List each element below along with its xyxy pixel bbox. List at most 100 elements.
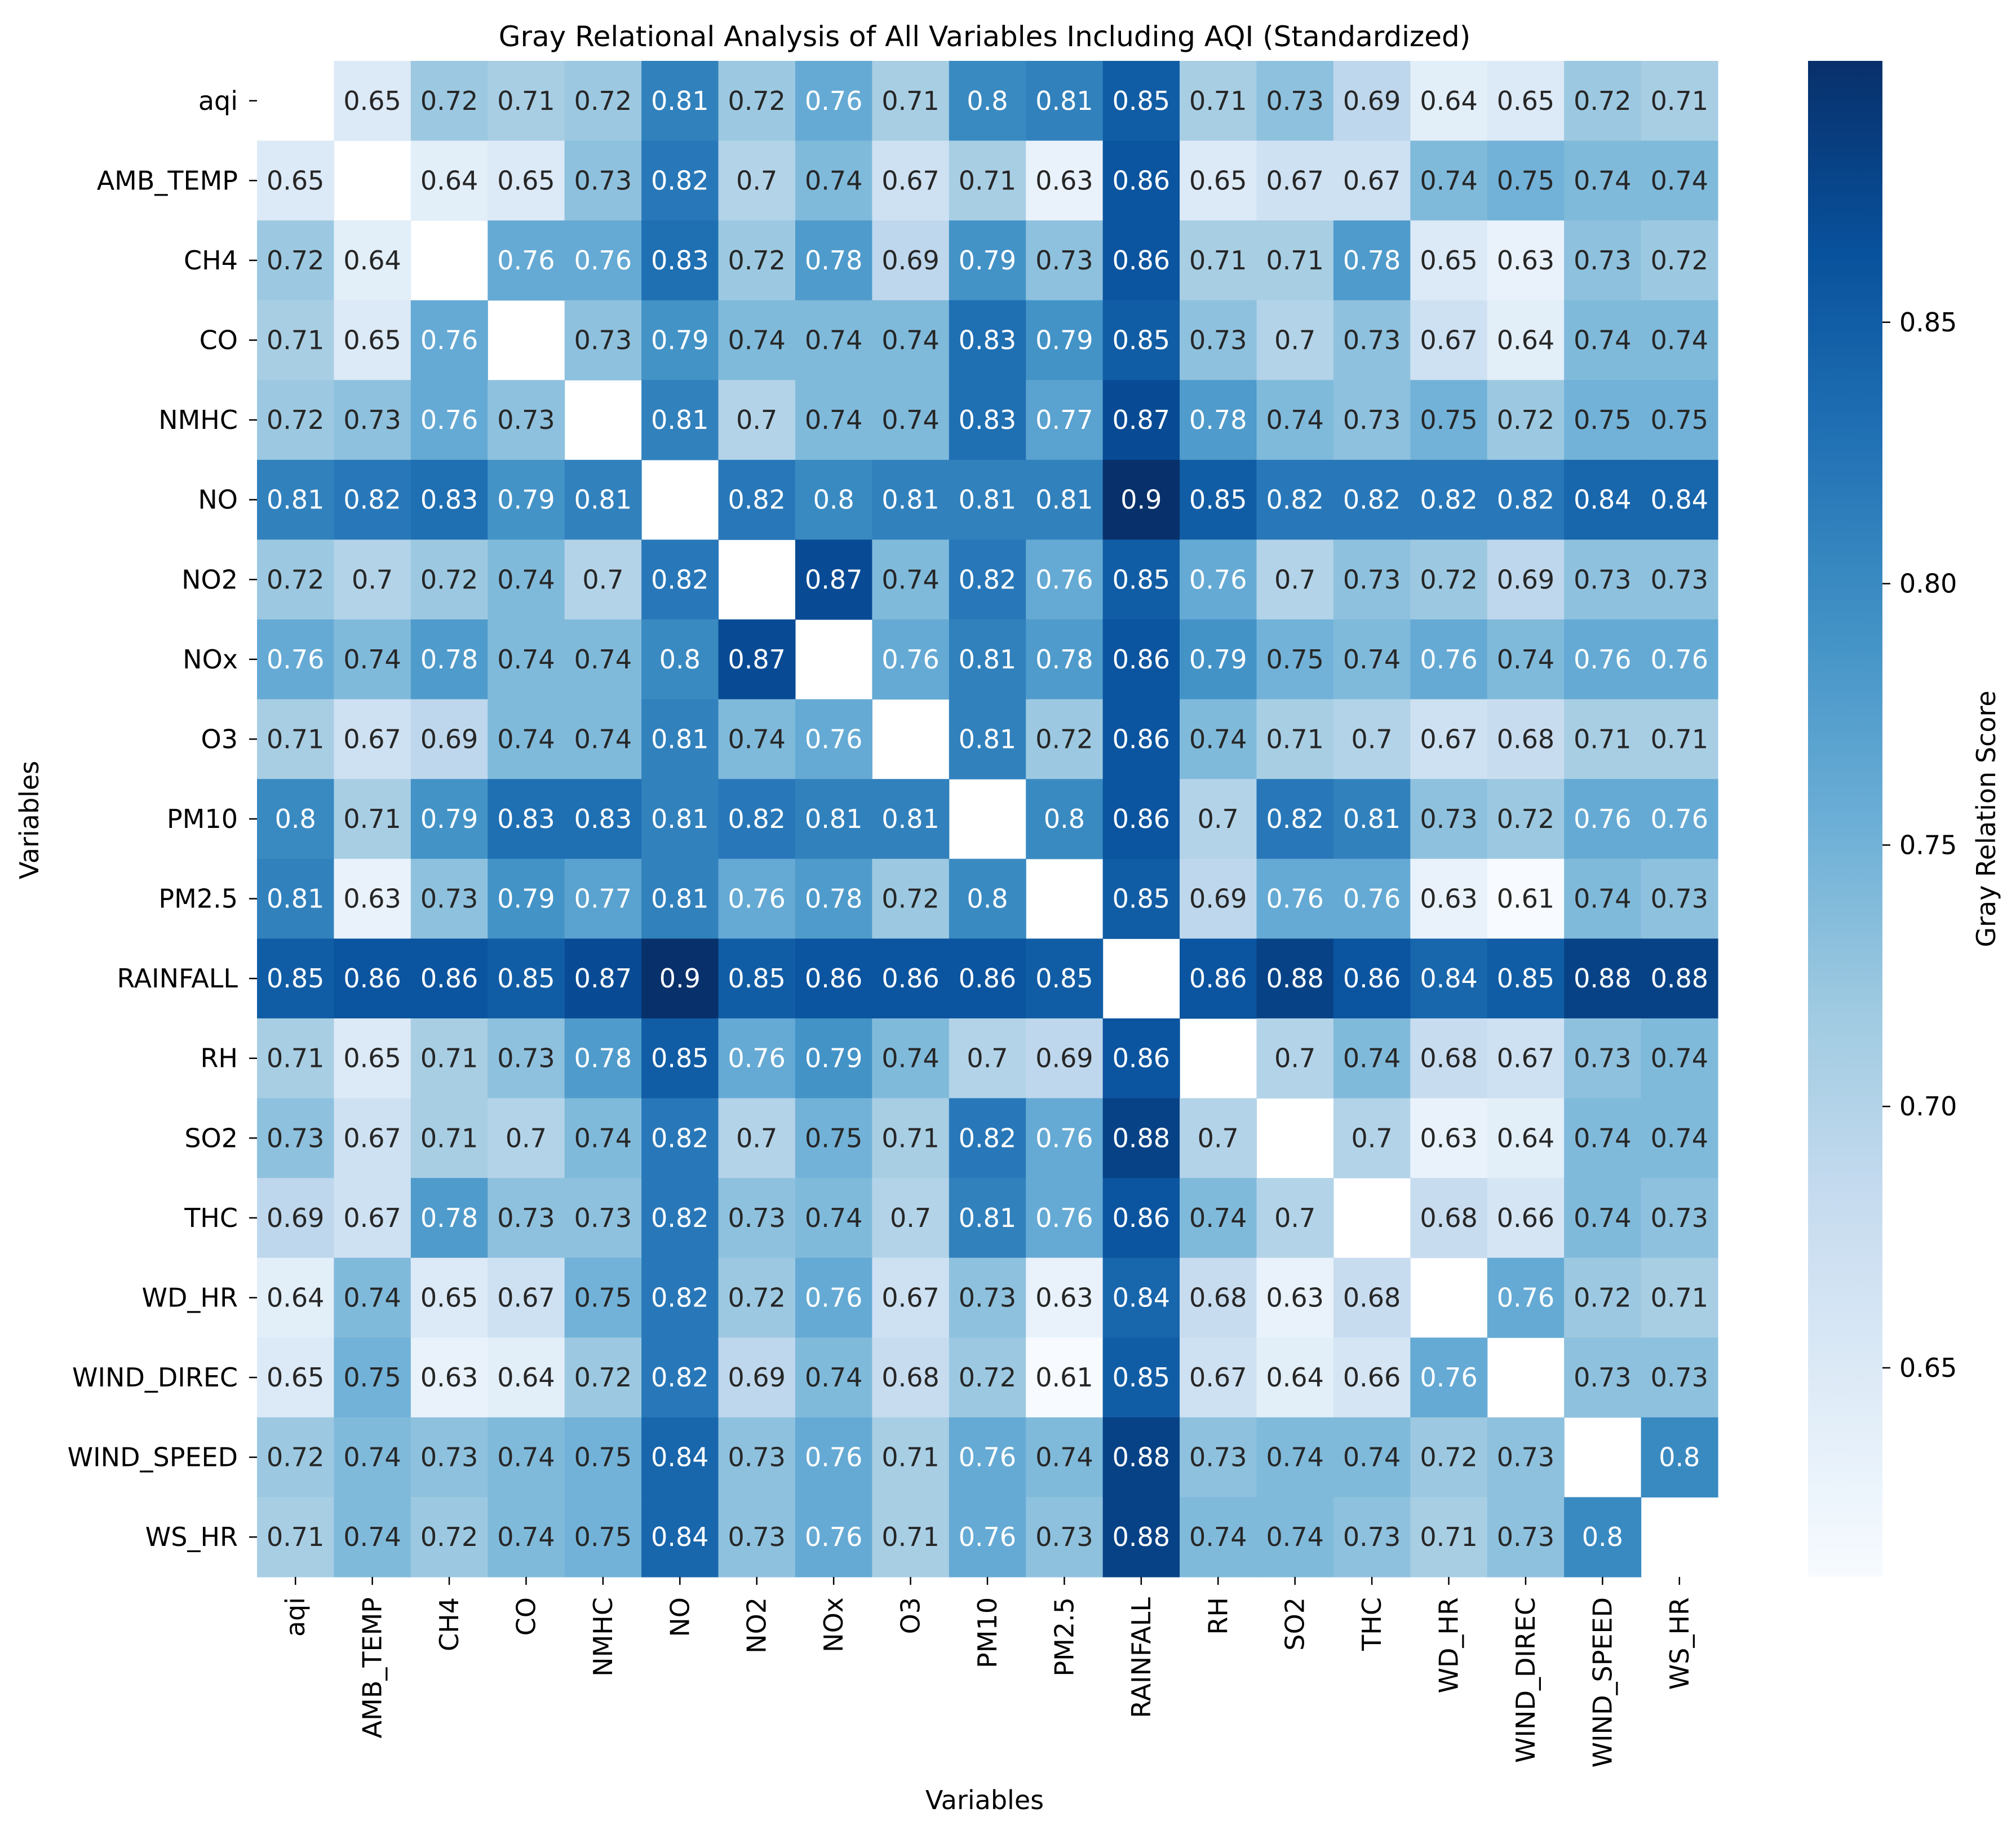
cell-value-label: 0.74	[881, 1043, 939, 1074]
x-tick-label: NO	[664, 1597, 695, 1637]
heatmap-cell	[1256, 1178, 1334, 1259]
cell-value-label: 0.8	[967, 884, 1008, 914]
cell-value-label: 0.71	[881, 1123, 939, 1153]
heatmap-cell	[410, 539, 488, 620]
heatmap-cell	[1487, 699, 1565, 779]
cell-value-label: 0.86	[1113, 644, 1170, 675]
heatmap-cell	[718, 1497, 796, 1578]
cell-value-label: 0.76	[728, 884, 786, 914]
cell-value-label: 0.75	[1497, 165, 1554, 196]
heatmap-cell	[257, 1257, 335, 1338]
cell-value-label: 0.79	[805, 1043, 862, 1074]
cell-value-label: 0.74	[497, 1522, 555, 1552]
cell-value-label: 0.76	[497, 245, 555, 276]
x-tick-label: WS_HR	[1664, 1597, 1695, 1690]
cell-value-label: 0.76	[805, 1522, 862, 1552]
cell-value-label: 0.82	[1420, 485, 1477, 515]
heatmap-cell	[1410, 1337, 1488, 1418]
heatmap-cell	[1487, 619, 1565, 700]
cell-value-label: 0.9	[659, 963, 701, 994]
cell-value-label: 0.86	[343, 963, 401, 994]
cell-value-label: 0.71	[1189, 245, 1247, 276]
heatmap-cell	[795, 459, 872, 540]
cell-value-label: 0.73	[343, 405, 401, 435]
cell-value-label: 0.86	[959, 963, 1016, 994]
heatmap-cell	[641, 220, 719, 301]
cell-value-label: 0.76	[267, 644, 324, 675]
cell-value-label: 0.83	[420, 485, 478, 515]
cell-value-label: 0.82	[1266, 804, 1323, 834]
heatmap-cell	[564, 938, 642, 1019]
heatmap-cell	[1641, 61, 1718, 141]
heatmap-cell	[1256, 699, 1334, 779]
cell-value-label: 0.67	[497, 1282, 555, 1313]
cell-value-label: 0.76	[805, 1282, 862, 1313]
cell-value-label: 0.67	[343, 724, 401, 754]
heatmap-cell	[1180, 459, 1257, 540]
heatmap-cell	[257, 619, 335, 700]
cell-value-label: 0.76	[574, 245, 632, 276]
cell-value-label: 0.66	[1343, 1362, 1401, 1393]
heatmap-cell	[1102, 140, 1180, 221]
heatmap-cell	[1410, 858, 1488, 939]
cell-value-label: 0.74	[881, 325, 939, 356]
heatmap-cell	[795, 220, 872, 301]
cell-value-label: 0.67	[881, 1282, 939, 1313]
cell-value-label: 0.73	[1343, 325, 1401, 356]
cell-value-label: 0.74	[805, 1362, 862, 1393]
x-tick-label: WIND_DIREC	[1510, 1597, 1541, 1763]
heatmap-cell	[1102, 1098, 1180, 1178]
heatmap-cell	[1102, 1337, 1180, 1418]
heatmap-cell	[564, 61, 642, 141]
heatmap-cell	[949, 619, 1026, 700]
cell-value-label: 0.88	[1266, 963, 1323, 994]
cell-value-label: 0.67	[343, 1203, 401, 1233]
cell-value-label: 0.81	[1035, 86, 1093, 116]
heatmap-cell	[1026, 140, 1104, 221]
cell-value-label: 0.65	[343, 86, 401, 116]
heatmap-cell	[1026, 459, 1104, 540]
cell-value-label: 0.64	[497, 1362, 555, 1393]
y-axis-label: Variables	[14, 761, 45, 879]
cell-value-label: 0.69	[1035, 1043, 1093, 1074]
heatmap-cell	[949, 140, 1026, 221]
heatmap-cell	[872, 1098, 950, 1178]
cell-value-label: 0.71	[959, 165, 1016, 196]
cell-value-label: 0.73	[1574, 1043, 1631, 1074]
cell-value-label: 0.74	[1266, 1442, 1323, 1473]
heatmap-cell	[1487, 1178, 1565, 1259]
cell-value-label: 0.71	[1420, 1522, 1477, 1552]
heatmap-cell	[795, 938, 872, 1019]
heatmap-cell	[1256, 140, 1334, 221]
x-axis-label: Variables	[925, 1785, 1044, 1815]
cell-value-label: 0.81	[574, 485, 632, 515]
cell-value-label: 0.71	[1651, 1282, 1708, 1313]
heatmap-cell	[1256, 779, 1334, 859]
heatmap-cell	[488, 699, 565, 779]
heatmap-cell	[410, 1337, 488, 1418]
heatmap-cell	[488, 1257, 565, 1338]
cell-value-label: 0.76	[728, 1043, 786, 1074]
cell-value-label: 0.86	[1113, 1203, 1170, 1233]
cell-value-label: 0.76	[1574, 804, 1631, 834]
cell-value-label: 0.72	[267, 1442, 324, 1473]
cell-value-label: 0.9	[1120, 485, 1162, 515]
heatmap-cell	[641, 779, 719, 859]
y-tick-label: RH	[200, 1043, 238, 1074]
heatmap-cell	[1564, 380, 1642, 460]
heatmap-cell	[872, 61, 950, 141]
x-tick-label: NOx	[818, 1597, 849, 1652]
cell-value-label: 0.71	[267, 1522, 324, 1552]
heatmap-cell	[718, 300, 796, 380]
cell-value-label: 0.78	[1189, 405, 1247, 435]
heatmap-cell	[1487, 220, 1565, 301]
heatmap-cell	[257, 539, 335, 620]
cell-value-label: 0.84	[651, 1522, 708, 1552]
heatmap-cell	[257, 779, 335, 859]
cell-value-label: 0.65	[497, 165, 555, 196]
heatmap-cell	[1180, 300, 1257, 380]
heatmap-cell	[795, 300, 872, 380]
heatmap-cells: 0.65 0.72 0.71 0.72 0.81 0.72 0.76 0.71 0.8 0.81 0…	[257, 61, 1718, 1578]
cell-value-label: 0.65	[267, 165, 324, 196]
heatmap-cell	[1487, 61, 1565, 141]
